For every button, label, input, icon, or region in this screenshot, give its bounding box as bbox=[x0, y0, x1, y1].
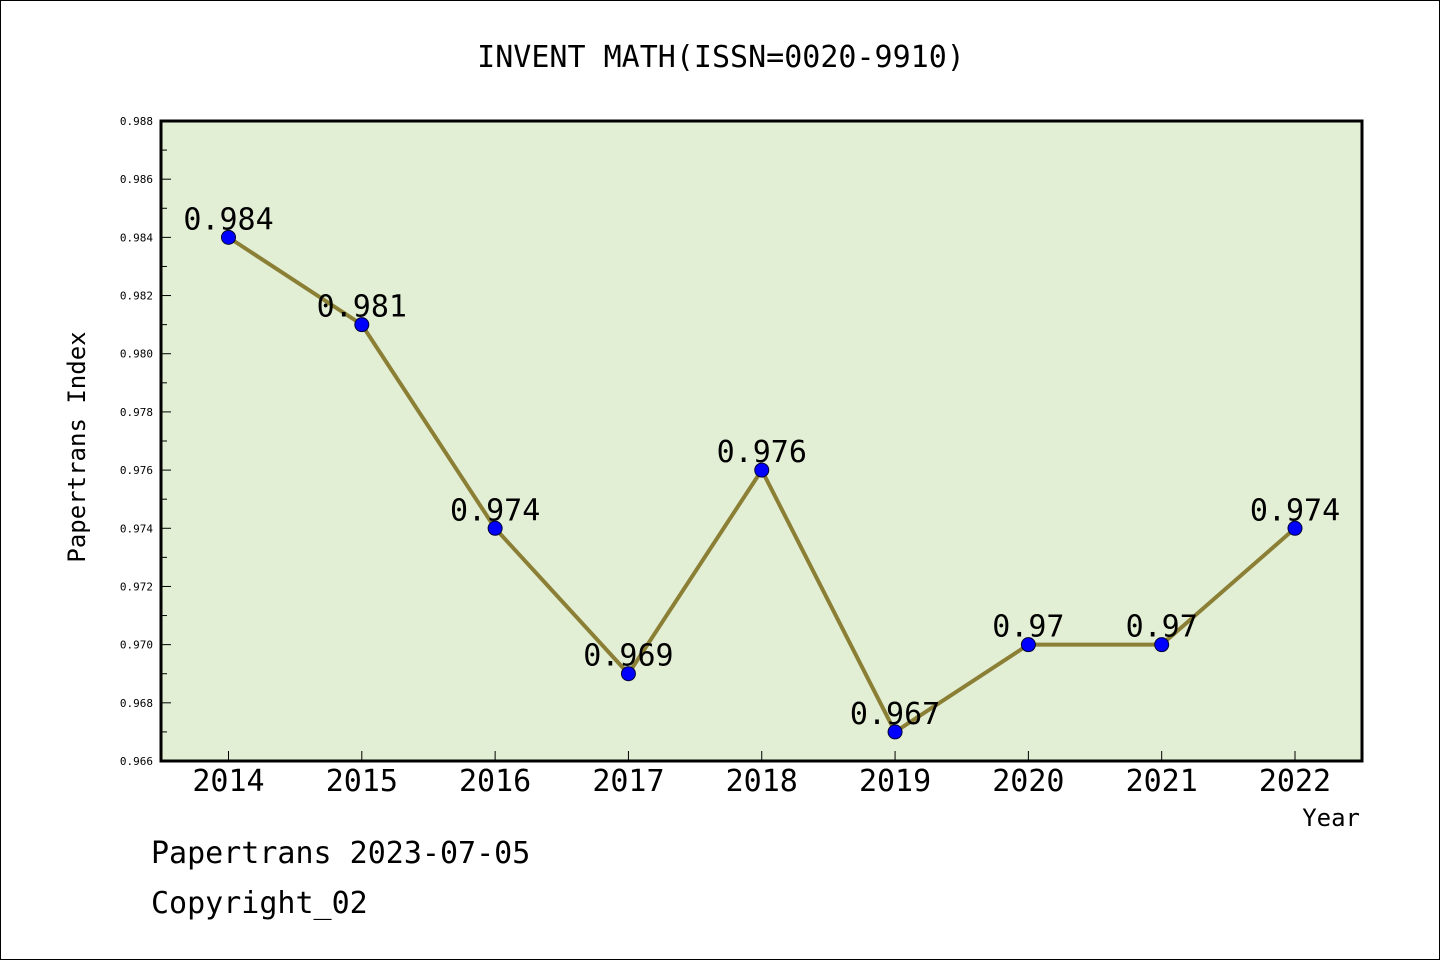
data-point bbox=[221, 229, 236, 245]
y-tick-label: 0.978 bbox=[120, 406, 153, 419]
data-label: 0.984 bbox=[183, 202, 273, 237]
x-tick-label: 2021 bbox=[1126, 764, 1198, 799]
plot-border bbox=[159, 119, 1364, 763]
y-tick-label: 0.968 bbox=[120, 697, 153, 710]
x-tick-label: 2020 bbox=[992, 764, 1064, 799]
data-point bbox=[754, 462, 770, 478]
data-label: 0.974 bbox=[1250, 493, 1340, 528]
data-label: 0.969 bbox=[583, 639, 673, 674]
data-point bbox=[1287, 520, 1303, 536]
y-tick-label: 0.986 bbox=[120, 173, 153, 186]
data-label: 0.97 bbox=[992, 610, 1064, 645]
y-tick-label: 0.980 bbox=[120, 348, 153, 361]
y-tick-label: 0.972 bbox=[120, 580, 153, 593]
plot-area bbox=[161, 121, 1362, 761]
y-axis: 0.966 0.968 0.970 0.972 0.974 0.976 0.978 0.980… bbox=[120, 115, 171, 768]
data-points bbox=[221, 229, 1303, 740]
data-label: 0.97 bbox=[1126, 610, 1198, 645]
y-tick-label: 0.970 bbox=[120, 639, 153, 652]
x-axis: 2014 2015 2016 2017 2018 2019 2020 2021 2022 bbox=[192, 751, 1331, 799]
x-tick-label: 2022 bbox=[1259, 764, 1331, 799]
data-point bbox=[487, 520, 503, 536]
data-point bbox=[1154, 637, 1170, 653]
data-label: 0.981 bbox=[317, 290, 407, 325]
data-label: 0.967 bbox=[850, 697, 940, 732]
x-tick-label: 2018 bbox=[726, 764, 798, 799]
y-tick-label: 0.988 bbox=[120, 115, 153, 128]
x-axis-label: Year bbox=[1302, 804, 1360, 832]
footer-date: Papertrans 2023-07-05 bbox=[151, 836, 531, 871]
data-point bbox=[887, 724, 903, 740]
x-tick-label: 2017 bbox=[592, 764, 664, 799]
y-tick-label: 0.966 bbox=[120, 755, 153, 768]
y-tick-label: 0.984 bbox=[120, 231, 153, 244]
data-label: 0.976 bbox=[717, 435, 807, 470]
footer-copyright: Copyright_02 bbox=[151, 886, 368, 921]
x-tick-label: 2015 bbox=[326, 764, 398, 799]
y-tick-label: 0.976 bbox=[120, 464, 153, 477]
data-label: 0.974 bbox=[450, 493, 540, 528]
y-tick-label: 0.982 bbox=[120, 290, 153, 303]
y-axis-label: Papertrans Index bbox=[63, 331, 91, 562]
chart-title: INVENT MATH(ISSN=0020-9910) bbox=[477, 40, 965, 75]
x-tick-label: 2019 bbox=[859, 764, 931, 799]
x-tick-label: 2016 bbox=[459, 764, 531, 799]
data-point bbox=[354, 317, 370, 333]
data-labels: 0.984 0.981 0.974 0.969 0.976 0.967 0.97 0.97 0.… bbox=[183, 202, 1340, 732]
data-point bbox=[620, 666, 636, 682]
data-point bbox=[1020, 637, 1036, 653]
x-tick-label: 2014 bbox=[192, 764, 264, 799]
y-tick-label: 0.974 bbox=[120, 522, 153, 535]
